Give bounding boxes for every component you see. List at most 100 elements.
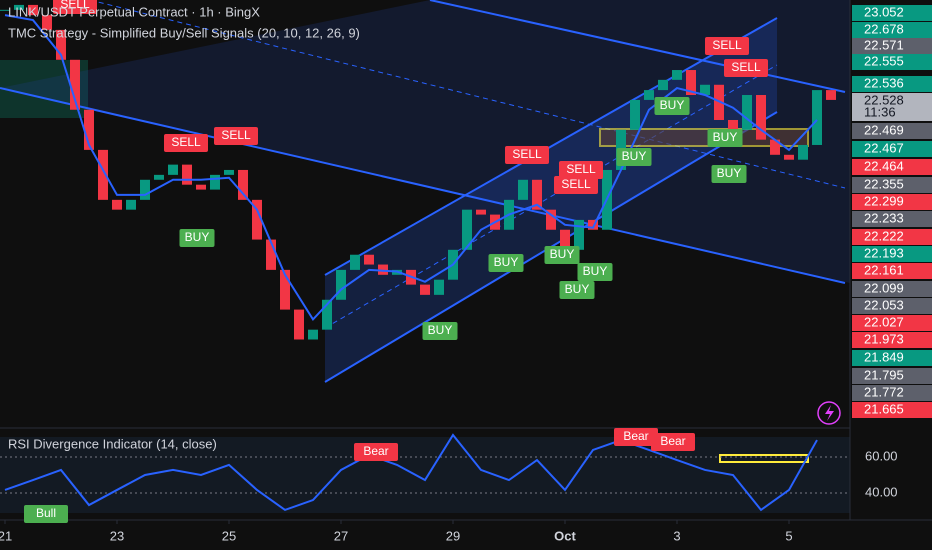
candle (700, 84, 711, 96)
signal-bg (24, 505, 68, 523)
price-label-bg (852, 385, 932, 401)
candle (644, 90, 655, 100)
signal-label: Bull (36, 506, 56, 520)
x-tick-label: 3 (673, 528, 680, 543)
candle (798, 144, 809, 160)
candle (293, 309, 304, 340)
channel-line (429, 0, 846, 93)
channel-mid (324, 64, 778, 329)
signal-label: BUY (494, 255, 519, 269)
candle (195, 184, 206, 190)
price-label: 22.536 (864, 75, 904, 90)
signal-label: SELL (512, 147, 542, 161)
price-label: 21.973 (864, 331, 904, 346)
price-label-bg (852, 402, 932, 418)
signal-bg (707, 129, 743, 147)
candle (812, 90, 823, 145)
rsi-title: RSI Divergence Indicator (14, close) (8, 436, 217, 451)
price-label-bg (852, 211, 932, 227)
candle (223, 169, 234, 175)
signal-label: BUY (550, 247, 575, 261)
channel-line (324, 17, 778, 276)
signal-label: BUY (622, 149, 647, 163)
x-tick-label: 21 (0, 528, 12, 543)
x-tick-label: 29 (446, 528, 460, 543)
candle (770, 139, 781, 155)
candle (27, 4, 38, 16)
price-label: 23.052 (864, 4, 904, 19)
signal-bg (559, 281, 595, 299)
candle (349, 254, 360, 270)
price-label: 21.849 (864, 349, 904, 364)
signal-bg (705, 37, 749, 55)
signal-bg (214, 127, 258, 145)
candle (83, 109, 94, 150)
signal-bg (422, 322, 458, 340)
price-label-bg (852, 123, 932, 139)
x-tick-label: 5 (785, 528, 792, 543)
price-label-bg (852, 281, 932, 297)
signal-label: SELL (60, 0, 90, 11)
channel-fill (0, 0, 850, 283)
candle (588, 219, 599, 230)
candle (167, 164, 178, 175)
price-label-bg (852, 54, 932, 70)
price-label: 22.555 (864, 53, 904, 68)
candle (41, 15, 52, 30)
candle (462, 209, 473, 250)
candle (139, 179, 150, 200)
indicator-title: TMC Strategy - Simplified Buy/Sell Signa… (8, 25, 360, 40)
candle (546, 209, 557, 230)
candle (434, 279, 445, 295)
signal-label: SELL (712, 38, 742, 52)
candle (209, 174, 220, 190)
signal-label: SELL (566, 162, 596, 176)
candle (658, 79, 669, 91)
signal-bg (164, 134, 208, 152)
signal-bg (651, 433, 695, 451)
chart-title: LINK/USDT Perpetual Contract · 1h · Bing… (8, 4, 260, 19)
price-label-bg (852, 229, 932, 245)
signal-bg (616, 148, 652, 166)
channel-line (0, 87, 846, 284)
candle (476, 209, 487, 215)
candle (826, 90, 837, 100)
candle (97, 149, 108, 200)
candle (13, 4, 24, 10)
price-label: 22.678 (864, 21, 904, 36)
candle (265, 239, 276, 270)
alert-icon[interactable] (817, 401, 841, 425)
y-tick-label: 40.00 (865, 484, 898, 499)
price-label: 22.099 (864, 280, 904, 295)
price-label-bg (852, 246, 932, 262)
x-tick-label: Oct (554, 528, 576, 543)
channel-mid (89, 0, 846, 189)
signal-label: Bear (660, 434, 685, 448)
x-tick-label: 23 (110, 528, 124, 543)
candle (125, 199, 136, 210)
candle (307, 329, 318, 340)
price-label-bg (852, 38, 932, 54)
price-label: 22.161 (864, 262, 904, 277)
price-label-bg (852, 350, 932, 366)
signal-bg (724, 59, 768, 77)
signal-label: BUY (185, 230, 210, 244)
price-label-bg (852, 159, 932, 175)
price-label-bg (852, 5, 932, 21)
price-label-bg (852, 332, 932, 348)
price-label-bg (852, 76, 932, 92)
signal-label: BUY (717, 166, 742, 180)
price-label: 22.355 (864, 176, 904, 191)
rsi-band (0, 437, 850, 513)
signal-bg (179, 229, 215, 247)
price-label: 22.469 (864, 122, 904, 137)
signal-label: SELL (561, 177, 591, 191)
signal-label: BUY (713, 130, 738, 144)
signal-label: BUY (565, 282, 590, 296)
candle (279, 269, 290, 310)
candle (532, 179, 543, 210)
signal-bg (53, 0, 97, 14)
price-label-bg (852, 315, 932, 331)
price-label-bg (852, 177, 932, 193)
